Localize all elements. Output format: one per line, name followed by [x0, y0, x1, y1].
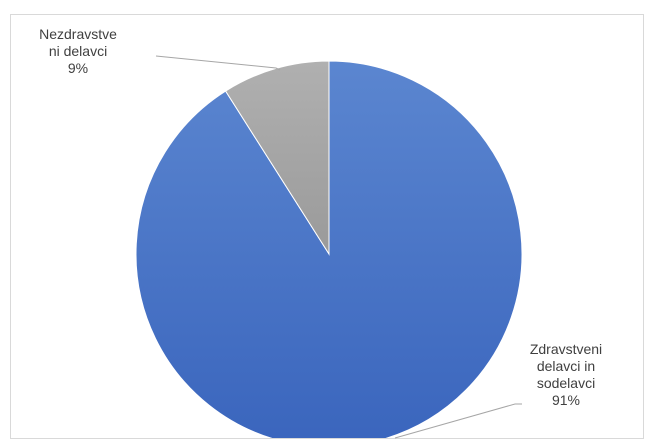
- data-label-zdravstveni-line3: sodelavci: [536, 375, 596, 391]
- pie-slice-zdravstveni: [135, 60, 523, 438]
- data-label-nezdravstveni-line1: Nezdravstve: [39, 26, 117, 42]
- data-label-zdravstveni-percent: 91%: [551, 392, 581, 408]
- data-label-zdravstveni: Zdravstveni delavci in sodelavci 91%: [518, 341, 614, 409]
- pie-slice-nezdravstveni: [224, 60, 330, 256]
- leader-line-nezdravstveni: [155, 55, 281, 71]
- leader-line-zdravstveni: [394, 403, 522, 439]
- data-label-zdravstveni-line1: Zdravstveni: [529, 341, 603, 357]
- data-label-nezdravstveni-line2: ni delavci: [48, 43, 108, 59]
- data-label-zdravstveni-line2: delavci in: [536, 358, 596, 374]
- data-label-nezdravstveni-percent: 9%: [67, 60, 89, 76]
- data-label-nezdravstveni: Nezdravstve ni delavci 9%: [26, 26, 130, 77]
